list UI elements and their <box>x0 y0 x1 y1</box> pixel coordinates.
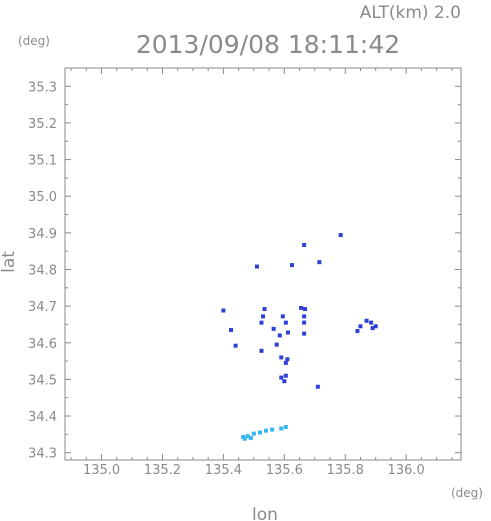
y-tick-label: 34.5 <box>28 373 57 388</box>
echo-point <box>358 324 363 329</box>
y-tick-label: 34.8 <box>28 263 57 278</box>
echo-point <box>259 348 264 353</box>
echo-point <box>364 318 369 323</box>
altitude-label: ALT(km) 2.0 <box>360 3 461 23</box>
y-tick-label: 35.3 <box>28 80 57 95</box>
echo-point <box>302 331 307 336</box>
echo-point <box>262 307 267 312</box>
echo-point <box>279 375 284 380</box>
echo-point <box>229 327 234 332</box>
echo-point <box>355 329 360 334</box>
y-tick-label: 34.7 <box>28 300 57 315</box>
echo-point <box>221 308 226 313</box>
echo-point <box>302 314 307 319</box>
echo-point <box>259 320 264 325</box>
echo-point <box>369 320 374 325</box>
echo-point <box>302 320 307 325</box>
echo-point <box>285 357 290 362</box>
echo-point <box>277 333 282 338</box>
axis-ticks: 135.0 135.2 135.4 135.6 135.8 136.0 34.3 34.4 34… <box>28 67 461 478</box>
x-tick-label: 136.0 <box>388 463 425 478</box>
echo-point <box>317 260 322 265</box>
x-tick-label: 135.0 <box>83 463 120 478</box>
echo-point <box>248 436 253 441</box>
echo-point <box>245 434 250 439</box>
x-axis-label: lon <box>252 505 278 521</box>
echo-point <box>274 342 279 347</box>
x-tick-label: 135.2 <box>144 463 181 478</box>
echo-point <box>283 360 288 365</box>
echo-point <box>261 314 265 319</box>
echo-point <box>373 324 378 329</box>
echo-point <box>251 431 256 436</box>
y-tick-label: 35.0 <box>28 190 57 205</box>
x-tick-label: 135.4 <box>205 463 242 478</box>
echo-point <box>283 373 288 378</box>
echo-point <box>279 355 284 360</box>
echo-point <box>370 326 375 331</box>
echo-marks <box>221 233 378 441</box>
echo-point <box>270 427 275 432</box>
echo-point <box>264 428 269 433</box>
x-axis-unit: (deg) <box>451 486 483 500</box>
y-tick-label: 35.2 <box>28 117 57 132</box>
x-tick-label: 135.6 <box>266 463 303 478</box>
echo-point <box>315 384 320 389</box>
echo-point <box>289 263 294 268</box>
echo-point <box>257 430 262 435</box>
chart-title: 2013/09/08 18:11:42 <box>136 30 400 59</box>
echo-point <box>279 426 284 431</box>
echo-point <box>283 425 288 430</box>
echo-point <box>242 436 247 441</box>
echo-point <box>283 320 288 325</box>
y-axis-label: lat <box>0 251 19 273</box>
x-tick-label: 135.8 <box>327 463 364 478</box>
echo-point <box>254 264 259 269</box>
plot-frame <box>64 67 462 461</box>
echo-point <box>338 233 343 238</box>
echo-point <box>233 343 238 348</box>
echo-point <box>299 305 304 310</box>
echo-point <box>280 314 285 319</box>
y-tick-label: 34.6 <box>28 337 57 352</box>
echo-point <box>285 330 290 335</box>
y-tick-label: 34.9 <box>28 227 57 242</box>
y-tick-label: 34.4 <box>28 410 57 425</box>
y-tick-label: 34.3 <box>28 447 57 462</box>
y-tick-label: 35.1 <box>28 154 57 169</box>
echo-point <box>271 326 276 331</box>
y-axis-unit: (deg) <box>18 34 50 48</box>
echo-point <box>282 379 287 384</box>
echo-point <box>302 242 307 247</box>
echo-point <box>303 307 308 312</box>
